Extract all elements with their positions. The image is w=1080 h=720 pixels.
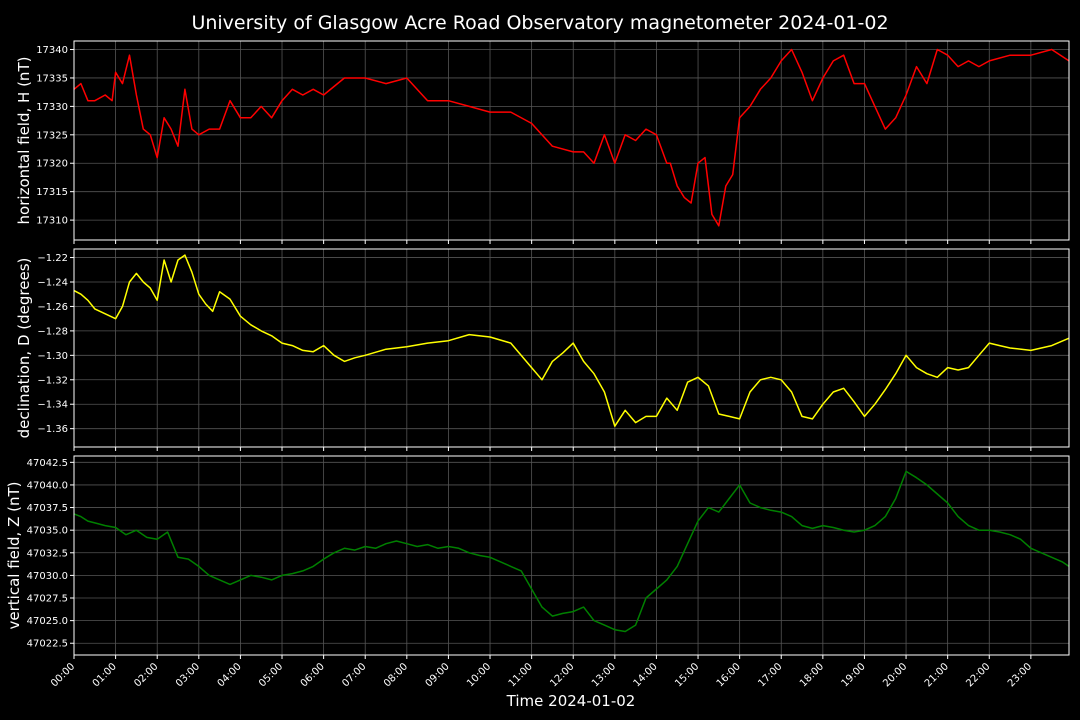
horizontal-field-y-tick-label: 17335 [36, 73, 68, 84]
horizontal-field-y-tick-label: 17330 [36, 102, 68, 113]
time-tick-label: 06:00 [299, 661, 327, 689]
declination-y-tick-label: −1.36 [37, 424, 68, 435]
time-tick-label: 02:00 [132, 661, 160, 689]
horizontal-field-y-tick-label: 17325 [36, 130, 68, 141]
time-tick-label: 17:00 [756, 661, 784, 689]
time-tick-label: 08:00 [382, 661, 410, 689]
vertical-field-y-label: vertical field, Z (nT) [5, 481, 23, 629]
declination-y-label: declination, D (degrees) [15, 258, 33, 439]
time-tick-label: 20:00 [881, 661, 909, 689]
time-tick-label: 11:00 [507, 661, 535, 689]
horizontal-field-y-tick-label: 17340 [36, 45, 68, 56]
declination-plot-area [73, 248, 1070, 448]
vertical-field-series-line [73, 470, 1070, 633]
horizontal-field-panel: horizontal field, H (nT) 17310 17315 17320… [15, 40, 1070, 244]
vertical-field-y-tick-label: 47035.0 [27, 526, 68, 537]
time-tick-label: 14:00 [632, 661, 660, 689]
time-tick-label: 13:00 [590, 661, 618, 689]
vertical-field-y-tick-label: 47040.0 [27, 480, 68, 491]
vertical-field-y-tick-label: 47027.5 [27, 594, 68, 605]
horizontal-field-frame-border [73, 40, 1070, 241]
horizontal-field-y-tick-label: 17310 [36, 216, 68, 227]
horizontal-field-series-line [73, 48, 1070, 227]
time-tick-label: 15:00 [673, 661, 701, 689]
declination-y-tick-label: −1.26 [37, 302, 68, 313]
declination-y-tick-label: −1.30 [37, 351, 68, 362]
vertical-field-frame-border [73, 455, 1070, 656]
time-tick-label: 07:00 [340, 661, 368, 689]
time-tick-label: 04:00 [216, 661, 244, 689]
declination-y-tick-label: −1.22 [37, 253, 68, 264]
time-tick-label: 09:00 [424, 661, 452, 689]
declination-y-tick-label: −1.28 [37, 326, 68, 337]
time-tick-label: 21:00 [923, 661, 951, 689]
horizontal-field-y-tick-label: 17320 [36, 159, 68, 170]
vertical-field-panel: vertical field, Z (nT) 47022.5 47025.0 470… [5, 455, 1070, 659]
time-axis-ticks: 00:00 01:00 02:00 03:00 04:00 05:00 06:00 07:00… [49, 661, 1034, 689]
time-tick-label: 23:00 [1006, 661, 1034, 689]
time-tick-label: 18:00 [798, 661, 826, 689]
declination-panel: declination, D (degrees) −1.22 −1.24 −1.26… [15, 248, 1070, 451]
time-tick-label: 10:00 [465, 661, 493, 689]
time-tick-label: 03:00 [174, 661, 202, 689]
horizontal-field-y-label: horizontal field, H (nT) [15, 57, 33, 225]
time-tick-label: 01:00 [91, 661, 119, 689]
vertical-field-y-tick-label: 47042.5 [27, 458, 68, 469]
vertical-field-y-tick-label: 47032.5 [27, 548, 68, 559]
vertical-field-y-tick-label: 47030.0 [27, 571, 68, 582]
declination-series-line [73, 254, 1070, 427]
time-tick-label: 16:00 [715, 661, 743, 689]
declination-frame-border [73, 248, 1070, 448]
time-tick-label: 19:00 [840, 661, 868, 689]
vertical-field-plot-area [73, 455, 1070, 656]
chart-title: University of Glasgow Acre Road Observat… [191, 12, 888, 34]
horizontal-field-plot-area [73, 40, 1070, 241]
vertical-field-y-tick-label: 47025.0 [27, 616, 68, 627]
declination-y-tick-label: −1.34 [37, 400, 68, 411]
horizontal-field-y-tick-label: 17315 [36, 187, 68, 198]
vertical-field-y-tick-label: 47037.5 [27, 503, 68, 514]
declination-y-tick-label: −1.32 [37, 375, 68, 386]
declination-y-tick-label: −1.24 [37, 278, 68, 289]
vertical-field-y-tick-label: 47022.5 [27, 639, 68, 650]
time-tick-label: 05:00 [257, 661, 285, 689]
time-tick-label: 00:00 [49, 661, 77, 689]
time-tick-label: 22:00 [964, 661, 992, 689]
time-tick-label: 12:00 [548, 661, 576, 689]
time-axis-label: Time 2024-01-02 [506, 692, 636, 710]
